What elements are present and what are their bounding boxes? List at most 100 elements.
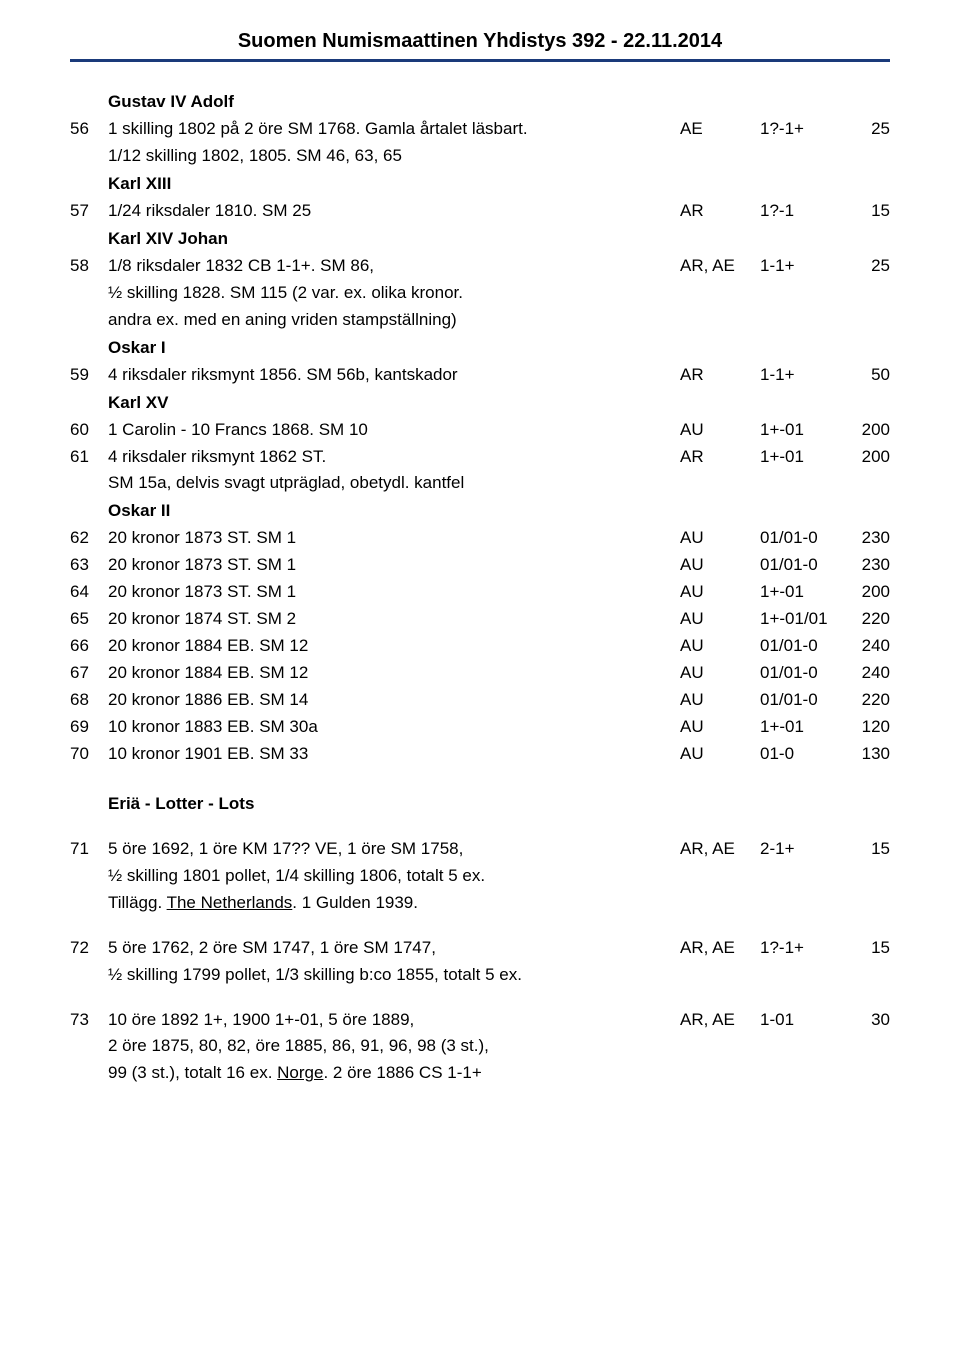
lot-number: 65 bbox=[70, 608, 108, 631]
lot-price: 240 bbox=[840, 635, 890, 658]
lot-desc: 4 riksdaler riksmynt 1856. SM 56b, kants… bbox=[108, 364, 680, 387]
lot-metal: AR, AE bbox=[680, 255, 760, 278]
lot-metal: AR bbox=[680, 364, 760, 387]
lot-price: 15 bbox=[840, 200, 890, 223]
lot-price: 220 bbox=[840, 689, 890, 712]
lot-row: 60 1 Carolin - 10 Francs 1868. SM 10 AU … bbox=[70, 419, 890, 442]
lot-price: 50 bbox=[840, 364, 890, 387]
lot-price: 230 bbox=[840, 554, 890, 577]
lot-desc-cont: 99 (3 st.), totalt 16 ex. Norge. 2 öre 1… bbox=[108, 1062, 890, 1085]
lot-metal: AU bbox=[680, 554, 760, 577]
lot-desc: 20 kronor 1884 EB. SM 12 bbox=[108, 635, 680, 658]
lot-row: 66 20 kronor 1884 EB. SM 12 AU 01/01-0 2… bbox=[70, 635, 890, 658]
lot-desc-cont: 1/12 skilling 1802, 1805. SM 46, 63, 65 bbox=[108, 145, 890, 168]
lot-price: 200 bbox=[840, 581, 890, 604]
lot-metal: AR, AE bbox=[680, 937, 760, 960]
lot-desc: 20 kronor 1874 ST. SM 2 bbox=[108, 608, 680, 631]
lot-desc: 4 riksdaler riksmynt 1862 ST. bbox=[108, 446, 680, 469]
lot-grade: 1-1+ bbox=[760, 364, 840, 387]
lot-desc: 1 Carolin - 10 Francs 1868. SM 10 bbox=[108, 419, 680, 442]
section-karl-xiii: Karl XIII bbox=[108, 174, 890, 194]
lot-row: 57 1/24 riksdaler 1810. SM 25 AR 1?-1 15 bbox=[70, 200, 890, 223]
lot-grade: 1+-01 bbox=[760, 419, 840, 442]
lot-number: 70 bbox=[70, 743, 108, 766]
lot-desc-cont: SM 15a, delvis svagt utpräglad, obetydl.… bbox=[108, 472, 890, 495]
underlined-text: The Netherlands bbox=[167, 893, 293, 912]
lot-price: 25 bbox=[840, 118, 890, 141]
lot-desc: 20 kronor 1884 EB. SM 12 bbox=[108, 662, 680, 685]
lot-grade: 1+-01 bbox=[760, 716, 840, 739]
lot-grade: 1?-1+ bbox=[760, 118, 840, 141]
lot-price: 25 bbox=[840, 255, 890, 278]
lot-grade: 01-0 bbox=[760, 743, 840, 766]
lot-grade: 1+-01 bbox=[760, 446, 840, 469]
lot-desc: 1 skilling 1802 på 2 öre SM 1768. Gamla … bbox=[108, 118, 680, 141]
lot-number: 67 bbox=[70, 662, 108, 685]
lot-price: 30 bbox=[840, 1009, 890, 1032]
lot-desc: 5 öre 1762, 2 öre SM 1747, 1 öre SM 1747… bbox=[108, 937, 680, 960]
lot-number: 63 bbox=[70, 554, 108, 577]
lot-metal: AR, AE bbox=[680, 838, 760, 861]
lot-metal: AU bbox=[680, 662, 760, 685]
lot-desc-cont: ½ skilling 1801 pollet, 1/4 skilling 180… bbox=[108, 865, 890, 888]
text: 99 (3 st.), totalt 16 ex. bbox=[108, 1063, 277, 1082]
lot-desc: 10 kronor 1883 EB. SM 30a bbox=[108, 716, 680, 739]
lot-grade: 1-1+ bbox=[760, 255, 840, 278]
lot-number: 66 bbox=[70, 635, 108, 658]
lot-metal: AU bbox=[680, 689, 760, 712]
lot-row: 64 20 kronor 1873 ST. SM 1 AU 1+-01 200 bbox=[70, 581, 890, 604]
lot-row: 68 20 kronor 1886 EB. SM 14 AU 01/01-0 2… bbox=[70, 689, 890, 712]
lot-row: 69 10 kronor 1883 EB. SM 30a AU 1+-01 12… bbox=[70, 716, 890, 739]
lot-grade: 01/01-0 bbox=[760, 527, 840, 550]
lot-number: 73 bbox=[70, 1009, 108, 1032]
lot-metal: AU bbox=[680, 581, 760, 604]
lot-row: 70 10 kronor 1901 EB. SM 33 AU 01-0 130 bbox=[70, 743, 890, 766]
lot-grade: 01/01-0 bbox=[760, 554, 840, 577]
lot-metal: AR bbox=[680, 200, 760, 223]
section-oskar-i: Oskar I bbox=[108, 338, 890, 358]
lot-grade: 1+-01/01 bbox=[760, 608, 840, 631]
lot-grade: 01/01-0 bbox=[760, 662, 840, 685]
underlined-text: Norge bbox=[277, 1063, 323, 1082]
lot-row: 61 4 riksdaler riksmynt 1862 ST. AR 1+-0… bbox=[70, 446, 890, 469]
lot-desc: 20 kronor 1873 ST. SM 1 bbox=[108, 581, 680, 604]
lot-number: 57 bbox=[70, 200, 108, 223]
lot-price: 15 bbox=[840, 937, 890, 960]
lot-desc: 5 öre 1692, 1 öre KM 17?? VE, 1 öre SM 1… bbox=[108, 838, 680, 861]
lot-price: 220 bbox=[840, 608, 890, 631]
lot-grade: 2-1+ bbox=[760, 838, 840, 861]
section-gustav-iv-adolf: Gustav IV Adolf bbox=[108, 92, 890, 112]
lot-row: 72 5 öre 1762, 2 öre SM 1747, 1 öre SM 1… bbox=[70, 937, 890, 960]
lot-desc-cont: ½ skilling 1828. SM 115 (2 var. ex. olik… bbox=[108, 282, 890, 305]
lot-price: 120 bbox=[840, 716, 890, 739]
section-oskar-ii: Oskar II bbox=[108, 501, 890, 521]
lot-metal: AU bbox=[680, 743, 760, 766]
lot-grade: 1-01 bbox=[760, 1009, 840, 1032]
lot-row: 59 4 riksdaler riksmynt 1856. SM 56b, ka… bbox=[70, 364, 890, 387]
lot-number: 60 bbox=[70, 419, 108, 442]
lot-price: 240 bbox=[840, 662, 890, 685]
lot-number: 69 bbox=[70, 716, 108, 739]
lot-number: 64 bbox=[70, 581, 108, 604]
header-rule bbox=[70, 59, 890, 62]
lot-desc-cont: andra ex. med en aning vriden stampställ… bbox=[108, 309, 890, 332]
lot-grade: 1+-01 bbox=[760, 581, 840, 604]
section-karl-xiv-johan: Karl XIV Johan bbox=[108, 229, 890, 249]
lot-desc: 1/8 riksdaler 1832 CB 1-1+. SM 86, bbox=[108, 255, 680, 278]
lot-metal: AE bbox=[680, 118, 760, 141]
lot-price: 230 bbox=[840, 527, 890, 550]
lot-desc: 10 kronor 1901 EB. SM 33 bbox=[108, 743, 680, 766]
text: Tillägg. bbox=[108, 893, 167, 912]
lot-desc: 20 kronor 1873 ST. SM 1 bbox=[108, 554, 680, 577]
lot-price: 130 bbox=[840, 743, 890, 766]
text: . 2 öre 1886 CS 1-1+ bbox=[323, 1063, 481, 1082]
lot-metal: AR bbox=[680, 446, 760, 469]
lot-grade: 01/01-0 bbox=[760, 635, 840, 658]
section-eria: Eriä - Lotter - Lots bbox=[108, 794, 890, 814]
lot-number: 58 bbox=[70, 255, 108, 278]
lot-metal: AU bbox=[680, 635, 760, 658]
lot-desc-cont: 2 öre 1875, 80, 82, öre 1885, 86, 91, 96… bbox=[108, 1035, 890, 1058]
lot-row: 56 1 skilling 1802 på 2 öre SM 1768. Gam… bbox=[70, 118, 890, 141]
lot-number: 72 bbox=[70, 937, 108, 960]
lot-metal: AU bbox=[680, 527, 760, 550]
